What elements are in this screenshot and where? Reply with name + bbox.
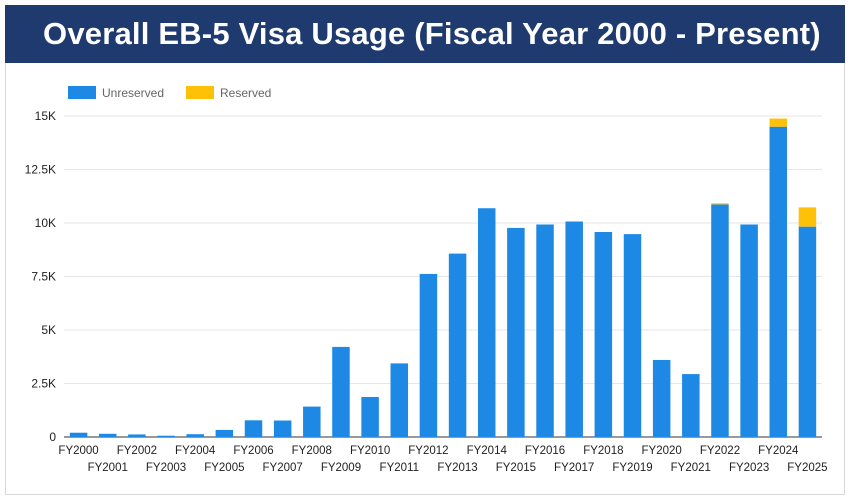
title-banner: Overall EB-5 Visa Usage (Fiscal Year 200…: [5, 5, 845, 63]
page-title: Overall EB-5 Visa Usage (Fiscal Year 200…: [43, 16, 821, 51]
x-tick-label: FY2006: [233, 445, 273, 457]
bar-unreserved-fy2010: [361, 396, 379, 437]
x-tick-label: FY2018: [583, 445, 623, 457]
x-tick-label: FY2007: [263, 462, 303, 474]
x-tick-label: FY2021: [671, 462, 711, 474]
bar-unreserved-fy2023: [740, 224, 758, 437]
x-tick-label: FY2019: [612, 462, 652, 474]
x-tick-label: FY2017: [554, 462, 594, 474]
bar-unreserved-fy2013: [448, 253, 467, 437]
y-tick-label: 2.5K: [31, 377, 56, 391]
x-tick-label: FY2008: [292, 445, 332, 457]
bar-unreserved-fy2000: [69, 432, 88, 437]
legend-label-unreserved: Unreserved: [102, 86, 164, 100]
bar-unreserved-fy2014: [477, 208, 496, 437]
x-tick-label: FY2020: [642, 445, 682, 457]
bar-unreserved-fy2005: [215, 429, 234, 437]
y-tick-label: 15K: [35, 109, 56, 123]
y-tick-label: 0: [49, 430, 56, 444]
bar-reserved-fy2025: [798, 207, 817, 227]
bar-reserved-fy2024: [769, 118, 788, 127]
x-tick-label: FY2015: [496, 462, 536, 474]
legend-label-reserved: Reserved: [220, 86, 271, 100]
x-tick-label: FY2000: [58, 445, 98, 457]
x-tick-label: FY2013: [437, 462, 477, 474]
bar-unreserved-fy2021: [682, 374, 700, 437]
x-tick-label: FY2023: [729, 462, 769, 474]
y-axis: 0 2.5K 5K 7.5K 10K 12.5K 15K: [25, 109, 57, 444]
bar-unreserved-fy2018: [594, 231, 613, 437]
x-tick-label: FY2012: [408, 445, 448, 457]
bar-chart: Unreserved Reserved 0 2.5K 5K 7.5K 10K 12.5K 15…: [25, 86, 828, 474]
bar-unreserved-fy2002: [128, 434, 146, 437]
grid-lines: [64, 115, 822, 438]
bar-unreserved-fy2009: [332, 346, 350, 437]
legend-swatch-unreserved: [68, 86, 96, 99]
y-tick-label: 7.5K: [31, 270, 56, 284]
x-tick-label: FY2004: [175, 445, 216, 457]
bar-unreserved-fy2004: [186, 434, 204, 437]
bar-unreserved-fy2017: [565, 221, 583, 437]
bar-unreserved-fy2001: [98, 433, 117, 437]
bar-unreserved-fy2012: [419, 273, 438, 437]
bar-unreserved-fy2008: [303, 406, 321, 437]
x-tick-label: FY2016: [525, 445, 565, 457]
y-tick-label: 5K: [41, 323, 56, 337]
bar-unreserved-fy2006: [244, 420, 263, 437]
x-tick-label: FY2001: [88, 462, 128, 474]
x-tick-label: FY2022: [700, 445, 740, 457]
x-tick-label: FY2025: [787, 462, 827, 474]
x-tick-label: FY2024: [758, 445, 799, 457]
bar-reserved-fy2022: [711, 203, 729, 205]
bar-unreserved-fy2019: [623, 234, 642, 437]
legend-swatch-reserved: [186, 86, 214, 99]
x-tick-label: FY2011: [380, 462, 419, 474]
x-tick-label: FY2010: [350, 445, 390, 457]
x-tick-label: FY2009: [321, 462, 361, 474]
x-tick-label: FY2003: [146, 462, 186, 474]
bar-unreserved-fy2022: [711, 204, 729, 437]
y-tick-label: 10K: [35, 216, 56, 230]
bar-unreserved-fy2007: [273, 420, 292, 437]
x-tick-label: FY2002: [117, 445, 157, 457]
bar-unreserved-fy2015: [507, 227, 525, 437]
bar-unreserved-fy2024: [769, 126, 788, 437]
x-axis: FY2000 FY2001 FY2002 FY2003 FY2004 FY2005 FY20…: [58, 445, 827, 474]
bar-unreserved-fy2011: [390, 363, 409, 437]
y-tick-label: 12.5K: [25, 163, 56, 177]
chart-frame: Unreserved Reserved 0 2.5K 5K 7.5K 10K 12.5K 15…: [5, 63, 845, 495]
bar-unreserved-fy2020: [652, 359, 671, 437]
chart-legend: Unreserved Reserved: [68, 86, 271, 100]
bar-unreserved-fy2016: [536, 224, 554, 437]
x-tick-label: FY2005: [204, 462, 244, 474]
bar-unreserved-fy2025: [798, 226, 817, 437]
bar-unreserved-fy2003: [157, 435, 175, 437]
x-tick-label: FY2014: [467, 445, 508, 457]
bars: [69, 118, 817, 437]
